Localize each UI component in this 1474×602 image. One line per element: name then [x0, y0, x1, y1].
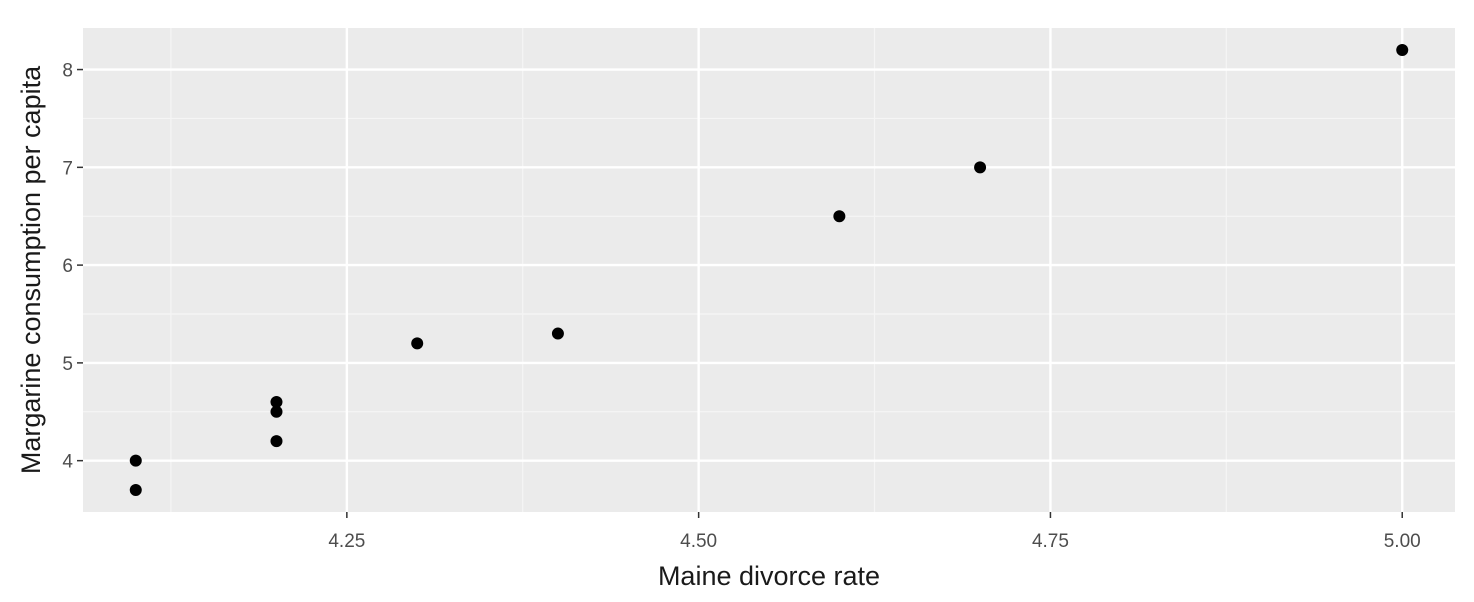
data-point: [270, 396, 283, 408]
y-tick-label: 5: [62, 354, 73, 375]
x-axis-title: Maine divorce rate: [658, 561, 880, 591]
data-point: [129, 484, 142, 496]
plot-panel: [83, 28, 1455, 512]
data-points: [129, 44, 1409, 496]
data-point: [1396, 44, 1409, 56]
data-point: [833, 210, 846, 223]
grid-minor-lines: [83, 28, 1455, 512]
x-tick-label: 4.25: [328, 531, 365, 552]
y-tick-label: 4: [62, 452, 73, 473]
data-point: [270, 405, 283, 418]
y-axis-ticks: 4 5 6 7 8: [62, 61, 83, 473]
y-tick-label: 7: [62, 158, 73, 179]
x-tick-label: 4.75: [1032, 531, 1069, 552]
y-tick-label: 6: [62, 256, 73, 277]
y-tick-label: 8: [62, 61, 73, 82]
data-point: [974, 161, 987, 174]
grid-major-lines: [83, 28, 1455, 512]
x-axis-ticks: 4.25 4.50 4.75 5.00: [328, 512, 1421, 552]
x-tick-label: 5.00: [1384, 531, 1421, 552]
x-tick-label: 4.50: [680, 531, 717, 552]
y-axis-title: Margarine consumption per capita: [16, 65, 46, 474]
data-point: [551, 327, 564, 340]
data-point: [270, 435, 283, 448]
data-point: [129, 454, 142, 467]
data-point: [411, 337, 424, 350]
